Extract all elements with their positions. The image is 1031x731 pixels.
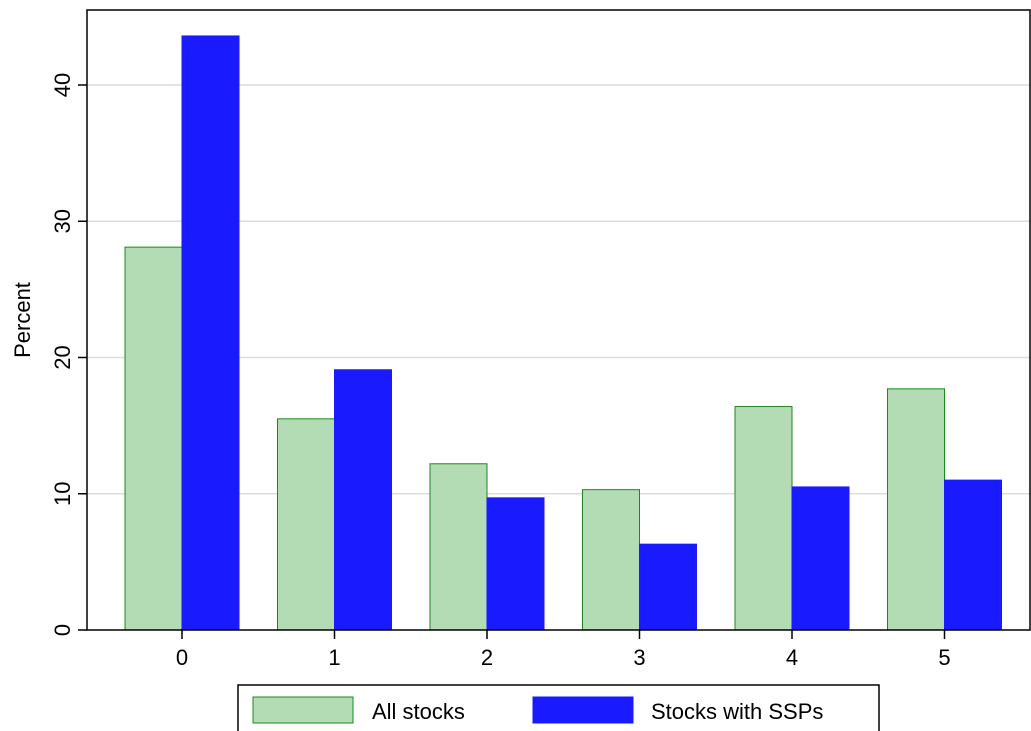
x-tick-label: 5 [938, 645, 950, 670]
x-axis: 0 1 2 3 4 5 [176, 630, 951, 670]
legend-swatch-stocks-with-ssps [532, 696, 634, 724]
bars-group [124, 35, 1002, 631]
bar-stocks-with-ssps-5 [944, 479, 1002, 631]
x-tick-label: 3 [633, 645, 645, 670]
bar-all-stocks-4 [734, 406, 793, 631]
bar-all-stocks-5 [887, 388, 945, 631]
bar-stocks-with-ssps-3 [639, 543, 697, 631]
bar-stocks-with-ssps-4 [791, 486, 850, 631]
bar-all-stocks-2 [429, 463, 488, 631]
y-tick-label: 10 [50, 482, 75, 506]
legend: All stocks Stocks with SSPs [237, 684, 880, 731]
x-tick-label: 2 [481, 645, 493, 670]
y-axis: 0 10 20 30 40 [50, 73, 87, 636]
bar-stocks-with-ssps-0 [181, 35, 240, 631]
y-axis-label: Percent [10, 282, 35, 358]
legend-label-all-stocks: All stocks [372, 699, 465, 724]
plot-frame [86, 9, 1031, 631]
legend-label-stocks-with-ssps: Stocks with SSPs [651, 699, 823, 724]
y-tick-label: 40 [50, 73, 75, 97]
y-tick-label: 30 [50, 209, 75, 233]
legend-swatch-all-stocks [252, 696, 354, 724]
bar-all-stocks-3 [582, 489, 640, 631]
x-tick-label: 0 [176, 645, 188, 670]
bar-all-stocks-0 [124, 246, 183, 631]
bar-stocks-with-ssps-1 [334, 369, 392, 631]
y-tick-label: 0 [50, 624, 75, 636]
gridlines [87, 84, 1030, 495]
y-tick-label: 20 [50, 345, 75, 369]
bar-all-stocks-1 [277, 418, 335, 631]
x-tick-label: 4 [786, 645, 798, 670]
bar-stocks-with-ssps-2 [486, 497, 545, 631]
x-tick-label: 1 [328, 645, 340, 670]
